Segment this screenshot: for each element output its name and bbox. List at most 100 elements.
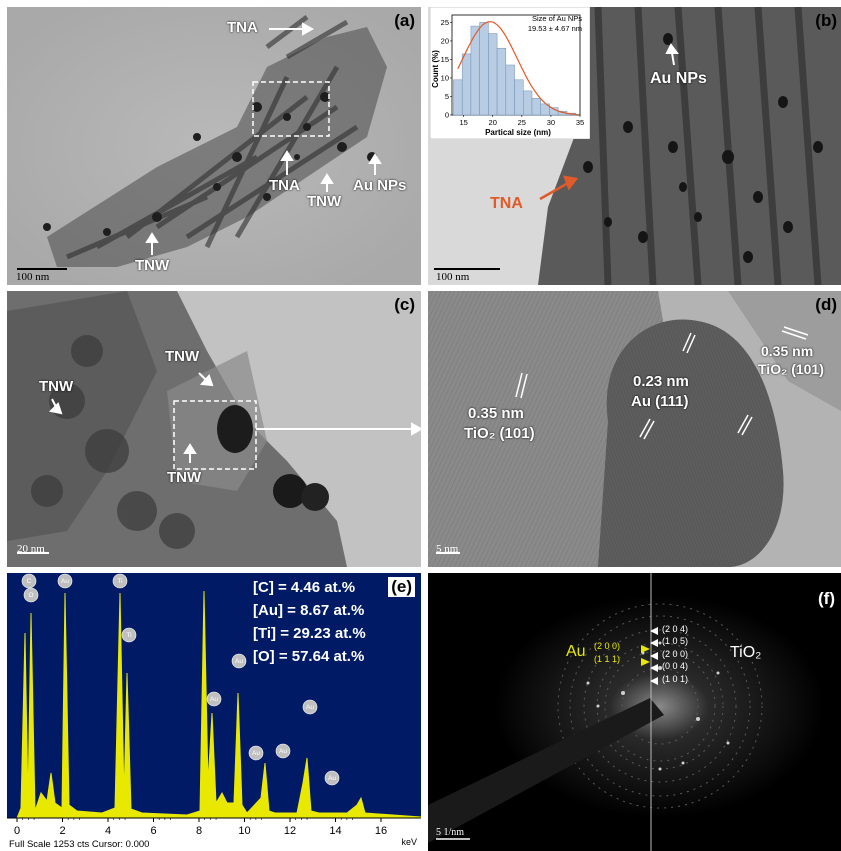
histogram-fit-line [457,21,578,116]
panel-c-tnw-top-label: TNW [165,348,200,365]
panel-d-scale-bar-label: 5 nm [436,543,459,555]
histogram-y-tick-label: 20 [441,36,449,45]
eds-peak-au-1: Au [61,578,69,585]
histogram-bar [514,79,524,116]
size-histogram-inset: 15 20 25 30 35 0 5 10 15 20 25 Size of Au NPs 19.5… [430,7,590,139]
eds-footer-units: keV [401,837,417,847]
histogram-x-tick-label: 35 [576,118,584,127]
saed-tio2-plane-200: (2 0 0) [662,649,689,659]
eds-x-tick-label: 8 [196,825,202,837]
panel-a-micrograph [7,7,421,285]
panel-d-label: (d) [815,295,837,314]
eds-x-axis: 0 2 4 6 8 10 12 14 16 [7,817,421,837]
saed-tio2-plane-105: (1 0 5) [662,636,689,646]
eds-peak-au-3: Au [235,658,243,665]
histogram-bar [461,53,472,116]
composition-list: [C] = 4.46 at.% [Au] = 8.67 at.% [Ti] = … [253,579,366,671]
eds-peak-au-5: Au [279,748,287,755]
panel-b-label: (b) [815,11,837,30]
panel-c-tnw-bottom-label: TNW [167,469,202,486]
histogram-x-tick-label: 30 [547,118,555,127]
panel-c-micrograph [7,291,421,567]
panel-f-label: (f) [818,589,835,608]
eds-x-tick-label: 0 [14,825,20,837]
eds-x-tick-label: 14 [329,825,341,837]
histogram-xlabel: Partical size (nm) [485,128,551,137]
saed-au-plane-111: (1 1 1) [594,654,621,664]
composition-o: [O] = 57.64 at.% [253,648,365,665]
eds-peak-au-6: Au [306,704,314,711]
panel-a-tnw-right-label: TNW [307,193,342,210]
panel-b-scale-bar-label: 100 nm [436,271,470,283]
composition-c: [C] = 4.46 at.% [253,579,356,596]
panel-a-tna-top-label: TNA [227,19,258,36]
panel-b-micrograph [428,7,841,285]
histogram-y-tick-label: 5 [445,92,449,101]
panel-d-spacing-left: 0.35 nm [468,405,524,422]
histogram-bar [488,33,498,116]
histogram-fit-curve [457,21,578,116]
panel-a-tnw-left-label: TNW [135,257,170,274]
panel-a-tna-mid-label: TNA [269,177,300,194]
histogram-y-tick-label: 15 [441,55,449,64]
histogram-y-tick-label: 0 [445,111,449,120]
histogram-ylabel: Count (%) [431,50,440,88]
panel-d-spacing-right: 0.35 nm [761,343,814,359]
eds-spectrum: 0 2 4 6 8 10 12 14 16 C O Au Ti Ti Au Au Au Au A… [7,573,421,837]
saed-au-plane-200: (2 0 0) [594,641,621,651]
eds-x-tick-label: 12 [284,825,296,837]
panel-e-label: (e) [388,577,415,597]
panel-b-tna-label: TNA [490,195,523,212]
panel-f-scale-bar-label: 5 1/nm [436,827,465,838]
saed-pattern [428,573,841,851]
eds-peak-ti-2: Ti [126,632,131,639]
saed-tio2-plane-004: (0 0 4) [662,661,689,671]
eds-x-tick-label: 2 [59,825,65,837]
eds-footer-left: Full Scale 1253 cts Cursor: 0.000 [9,839,150,850]
panel-a-au-nps-label: Au NPs [353,177,407,194]
eds-peak-au-2: Au [210,696,218,703]
histogram-title: Size of Au NPs [532,14,582,23]
eds-x-tick-label: 16 [375,825,387,837]
eds-x-tick-label: 10 [238,825,250,837]
eds-peak-c: C [27,578,32,585]
saed-tio2-plane-101: (1 0 1) [662,674,689,684]
eds-x-tick-label: 4 [105,825,111,837]
histogram-bar [453,79,463,116]
panel-a-label: (a) [394,11,415,30]
histogram-bar [479,22,489,116]
histogram-bar [505,64,515,116]
histogram-bar [496,48,507,116]
eds-peak-au-4: Au [252,750,260,757]
histogram-bar [523,90,533,116]
panel-d: (d) 0.35 nm TiO₂ (101) 0.23 nm Au (111) … [428,291,841,567]
panel-c-scale-bar-label: 20 nm [17,543,45,555]
saed-tio2-plane-204: (2 0 4) [662,624,689,634]
composition-au: [Au] = 8.67 at.% [253,602,365,619]
eds-x-tick-label: 6 [150,825,156,837]
histogram-y-tick-label: 10 [441,73,449,82]
panel-a: (a) TNA TNA TNW TNW Au NPs 100 nm [7,7,421,285]
histogram-subtitle: 19.53 ± 4.67 nm [528,24,582,33]
eds-peak-ti-1: Ti [117,578,122,585]
panel-a-scale-bar-label: 100 nm [16,271,50,283]
panel-f: (f) Au (2 0 0) (1 1 1) (2 0 4) (1 0 5) (… [428,573,841,851]
panel-d-plane-mid: Au (111) [631,393,689,410]
histogram-y-tick-label: 25 [441,18,449,27]
eds-peak-o: O [28,592,33,599]
panel-d-plane-right: TiO₂ (101) [758,361,824,377]
panel-b-au-nps-label: Au NPs [650,70,707,87]
panel-b: 15 20 25 30 35 0 5 10 15 20 25 Size of Au NPs 19.5… [428,7,841,285]
composition-ti: [Ti] = 29.23 at.% [253,625,366,642]
panel-c: (c) TNW TNW TNW 20 nm [7,291,421,567]
histogram-x-tick-label: 25 [518,118,526,127]
panel-e: 0 2 4 6 8 10 12 14 16 C O Au Ti Ti Au Au Au Au A… [7,573,421,851]
panel-d-micrograph [428,291,841,567]
panel-c-label: (c) [394,295,415,314]
histogram-ticks: 15 20 25 30 35 0 5 10 15 20 25 [441,18,585,127]
panel-c-tnw-left-label: TNW [39,378,74,395]
saed-au-label: Au [566,643,586,660]
panel-d-plane-left: TiO₂ (101) [464,425,535,442]
panel-d-spacing-mid: 0.23 nm [633,373,689,390]
eds-spectrum-trace [16,590,421,819]
